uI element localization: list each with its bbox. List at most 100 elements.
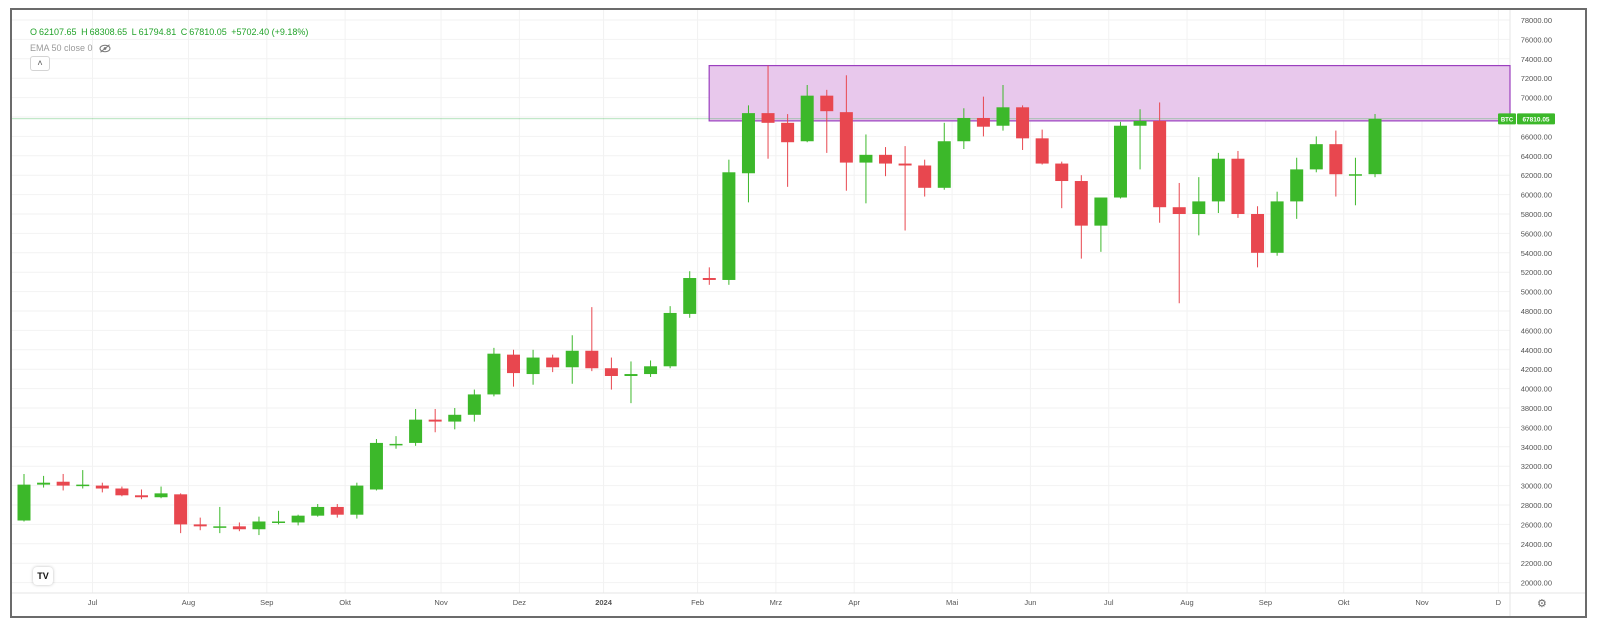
- y-tick-label: 52000.00: [1521, 268, 1552, 277]
- y-tick-label: 62000.00: [1521, 171, 1552, 180]
- price-tag-bg: [1517, 113, 1555, 125]
- candle-body-down: [1231, 158, 1245, 214]
- candle-body-up: [1270, 201, 1284, 253]
- y-tick-label: 78000.00: [1521, 16, 1552, 25]
- symbol-tag-label: BTC: [1501, 117, 1514, 123]
- open-value: 62107.65: [39, 27, 77, 37]
- x-tick-label: Okt: [1338, 598, 1351, 607]
- high-value: 68308.65: [89, 27, 128, 37]
- chevron-up-icon: ˄: [37, 58, 43, 68]
- candle-body-up: [389, 443, 403, 446]
- candle-body-down: [428, 419, 442, 422]
- y-tick-label: 56000.00: [1521, 229, 1552, 238]
- candle-body-up: [1348, 174, 1362, 176]
- candle-body-up: [1368, 118, 1382, 175]
- candle-body-up: [683, 278, 697, 314]
- y-tick-label: 46000.00: [1521, 326, 1552, 335]
- candle-body-down: [1074, 181, 1088, 226]
- candle-body-up: [213, 526, 227, 528]
- candle-body-down: [56, 481, 70, 486]
- y-tick-label: 26000.00: [1521, 520, 1552, 529]
- candle-body-up: [624, 374, 638, 376]
- y-tick-label: 64000.00: [1521, 152, 1552, 161]
- y-tick-label: 22000.00: [1521, 559, 1552, 568]
- candle-body-up: [937, 141, 951, 188]
- candle-body-up: [252, 521, 266, 530]
- x-tick-label: Apr: [848, 598, 860, 607]
- y-tick-label: 36000.00: [1521, 423, 1552, 432]
- x-tick-label: Sep: [1259, 598, 1272, 607]
- y-tick-label: 30000.00: [1521, 482, 1552, 491]
- eye-off-icon[interactable]: [99, 44, 111, 53]
- y-tick-label: 76000.00: [1521, 35, 1552, 44]
- candle-body-down: [918, 165, 932, 188]
- candle-body-down: [232, 526, 246, 530]
- candle-body-up: [1192, 201, 1206, 214]
- candle-body-down: [898, 163, 912, 166]
- x-tick-label: Nov: [434, 598, 448, 607]
- candle-body-down: [330, 506, 344, 515]
- y-tick-label: 32000.00: [1521, 462, 1552, 471]
- close-label: C: [180, 27, 188, 37]
- candle-body-up: [17, 484, 31, 521]
- candle-body-up: [487, 353, 501, 395]
- candle-body-up: [1309, 144, 1323, 170]
- indicator-label: EMA 50 close 0: [30, 43, 93, 53]
- y-tick-label: 24000.00: [1521, 540, 1552, 549]
- candle-body-down: [585, 350, 599, 369]
- indicator-legend[interactable]: EMA 50 close 0: [30, 43, 111, 53]
- x-tick-label: Nov: [1415, 598, 1429, 607]
- chart-frame: 78000.00 76000.00 74000.00 72000.00 70000.00…: [10, 8, 1587, 618]
- chart-canvas[interactable]: 78000.00 76000.00 74000.00 72000.00 70000.00…: [12, 10, 1585, 616]
- low-value: 61794.81: [138, 27, 177, 37]
- x-tick-label: Dez: [513, 598, 527, 607]
- y-tick-label: 74000.00: [1521, 55, 1552, 64]
- candle-body-up: [1211, 158, 1225, 202]
- candle-body-up: [448, 414, 462, 422]
- change-value: +5702.40 (+9.18%): [231, 27, 309, 37]
- ohlc-legend: O 62107.65 H 68308.65 L 61794.81 C 67810.05 …: [30, 27, 310, 37]
- candle-body-up: [272, 521, 286, 523]
- y-tick-label: 28000.00: [1521, 501, 1552, 510]
- candle-body-down: [879, 154, 893, 164]
- collapse-legend-button[interactable]: ˄: [30, 56, 50, 71]
- symbol-tag-bg: [1498, 113, 1516, 125]
- y-tick-label: 20000.00: [1521, 579, 1552, 588]
- x-tick-label: Mai: [946, 598, 958, 607]
- candle-body-up: [722, 172, 736, 280]
- candle-body-down: [1172, 207, 1186, 214]
- gear-icon[interactable]: ⚙: [1537, 598, 1547, 610]
- candle-body-up: [291, 515, 305, 523]
- x-tick-label: Jun: [1024, 598, 1036, 607]
- low-label: L: [131, 27, 137, 37]
- high-label: H: [81, 27, 88, 37]
- candle-body-down: [95, 485, 109, 489]
- y-tick-label: 42000.00: [1521, 365, 1552, 374]
- resistance-zone: [708, 64, 1511, 122]
- candle-body-up: [565, 350, 579, 368]
- close-value: 67810.05: [189, 27, 227, 37]
- x-tick-label: Jul: [1104, 598, 1114, 607]
- y-tick-label: 70000.00: [1521, 94, 1552, 103]
- candle-body-up: [644, 366, 658, 375]
- x-tick-label: Jul: [88, 598, 98, 607]
- candle-body-down: [134, 495, 148, 498]
- candle-body-up: [369, 442, 383, 490]
- y-tick-label: 34000.00: [1521, 443, 1552, 452]
- candle-body-down: [1055, 163, 1069, 182]
- candle-body-down: [193, 524, 207, 527]
- candle-body-down: [1153, 120, 1167, 208]
- y-tick-label: 66000.00: [1521, 132, 1552, 141]
- y-tick-label: 60000.00: [1521, 191, 1552, 200]
- y-tick-label: 38000.00: [1521, 404, 1552, 413]
- y-tick-label: 48000.00: [1521, 307, 1552, 316]
- candle-body-up: [957, 117, 971, 142]
- candle-body-up: [76, 484, 90, 487]
- candle-body-down: [546, 357, 560, 368]
- candle-body-up: [1290, 169, 1304, 202]
- tradingview-logo[interactable]: TV: [33, 567, 53, 585]
- candle-body-down: [839, 112, 853, 163]
- candle-body-up: [859, 154, 873, 163]
- candle-body-up: [37, 482, 51, 485]
- candle-body-down: [781, 122, 795, 143]
